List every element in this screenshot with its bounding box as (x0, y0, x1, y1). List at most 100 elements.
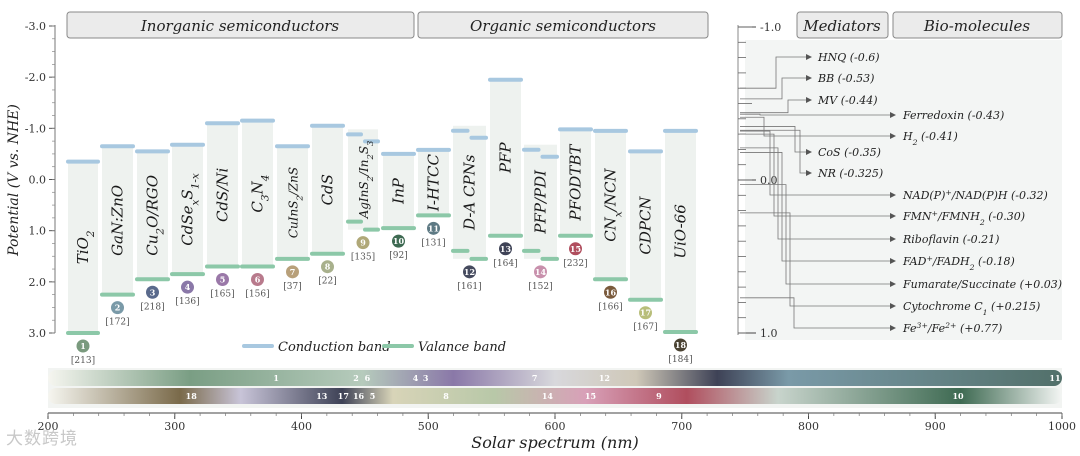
material-number-badge (146, 285, 159, 299)
bandgap-rect (137, 151, 168, 280)
material-name: CdSexS1-x (179, 173, 202, 246)
header-organic: Organic semiconductors (417, 11, 709, 39)
bandgap-rect (207, 123, 238, 267)
material-5: CdS/Ni 5 [165] (205, 121, 240, 299)
right-tick-label: 1.0 (760, 327, 778, 340)
x-tick-label: 600 (545, 420, 566, 433)
material-number: 13 (500, 244, 512, 254)
material-number: 11 (428, 223, 439, 233)
y-tick-label: -3.0 (25, 20, 46, 33)
bandgap-rect (312, 125, 343, 254)
biomolecule-item: H2 (-0.41) (740, 116, 958, 147)
mediator-label: NR (-0.325) (817, 167, 883, 180)
x-tick-label: 200 (38, 420, 59, 433)
bandgap-rect (560, 129, 591, 236)
biomolecule-connector (740, 130, 890, 196)
material-8: CdS 8 [22] (310, 123, 345, 287)
x-tick-label: 700 (671, 420, 692, 433)
biomolecule-connector (740, 297, 890, 329)
y-tick-label: 1.0 (29, 225, 47, 238)
material-number-badge (463, 265, 476, 279)
material-name: PFP (497, 142, 515, 175)
biomolecule-label: Cytochrome C1 (+0.215) (903, 300, 1040, 317)
material-number: 15 (570, 244, 581, 254)
material-name: UiO-66 (672, 204, 690, 259)
bandgap-rect (68, 161, 98, 334)
header-mediators-label: Mediators (802, 17, 881, 35)
material-13: PFP 13 [164] (488, 77, 523, 269)
mediator-label: MV (-0.44) (817, 94, 878, 107)
material-ref: [166] (598, 302, 622, 312)
spectrum-strip-2 (48, 388, 1062, 404)
material-3: Cu2O/RGO 3 [218] (135, 149, 170, 312)
bandgap-rect (630, 151, 661, 300)
material-number: 12 (464, 267, 475, 277)
bandgap-rect (277, 146, 308, 259)
material-6: C3N4 6 [156] (240, 118, 275, 299)
material-ref: [164] (493, 259, 517, 269)
header-inorganic: Inorganic semiconductors (66, 11, 415, 39)
material-name: CdS (319, 174, 337, 205)
material-ref: [135] (351, 253, 375, 263)
bandgap-rect (172, 144, 203, 275)
bandgap-rect (348, 129, 378, 230)
spectrum-marker: 16 (353, 391, 365, 401)
y-tick-label: -1.0 (25, 122, 46, 135)
spectrum-marker: 10 (952, 391, 964, 401)
material-name: C3N4 (249, 175, 272, 213)
x-tick-label: 500 (418, 420, 439, 433)
material-number-badge (604, 285, 617, 299)
header-organic-label: Organic semiconductors (470, 17, 656, 35)
material-ref: [92] (389, 251, 407, 261)
biomolecule-item: Fumarate/Succinate (+0.03) (740, 184, 1062, 291)
material-name: GaN:ZnO (109, 185, 127, 256)
header-biomolecules: Bio-molecules (892, 11, 1063, 39)
legend-vb-label: Valance band (418, 340, 506, 355)
material-14: PFP/PDI 14 [152] (522, 144, 559, 292)
material-name: CuInS2/ZnS (287, 167, 305, 238)
material-number: 1 (80, 341, 86, 351)
biomolecule-connector (740, 113, 890, 116)
bandgap-rect (242, 120, 273, 267)
biomolecule-connector (740, 147, 890, 240)
y-tick-label: -2.0 (25, 71, 46, 84)
y-tick-label: 0.0 (29, 174, 47, 187)
material-9: AgInS2/In2S3 9 [135] (346, 129, 380, 263)
biomolecule-item: Ferredoxin (-0.43) (740, 109, 1004, 122)
material-ref: [184] (668, 355, 692, 365)
mediator-connector (740, 56, 806, 89)
material-17: CDPCN 17 [167] (628, 149, 663, 333)
y-axis-label: Potential (V vs. NHE) (6, 104, 22, 257)
arrow-icon (890, 325, 896, 331)
material-number-badge (321, 260, 334, 274)
material-ref: [136] (175, 297, 199, 307)
bandgap-rect (490, 79, 521, 236)
material-bars: TiO2 1 [213] GaN:ZnO 2 [172] Cu2O/RGO 3 [218] CdS… (66, 77, 698, 366)
arrow-icon (806, 75, 812, 81)
material-15: PFODTBT 15 [232] (558, 127, 593, 269)
biomolecule-item: Fe3+/Fe2+ (+0.77) (740, 297, 1002, 335)
biomolecule-label: NAD(P)+/NAD(P)H (-0.32) (902, 188, 1048, 203)
material-number: 9 (360, 238, 366, 248)
biomolecule-item: FAD+/FADH2 (-0.18) (740, 152, 1015, 272)
arrow-icon (806, 149, 812, 155)
material-number-badge (181, 280, 194, 294)
material-number-badge (499, 242, 512, 256)
material-11: I-HTCC 11 [131] (416, 147, 451, 248)
bandgap-rect (595, 130, 626, 280)
spectrum-marker: 15 (585, 391, 596, 401)
spectrum-marker: 18 (186, 391, 198, 401)
arrow-icon (890, 236, 896, 242)
material-number-badge (356, 236, 370, 250)
material-number-badge (251, 272, 264, 286)
material-name: Cu2O/RGO (144, 175, 167, 256)
material-ref: [167] (633, 323, 657, 333)
material-name: CNx/NCN (602, 168, 625, 242)
x-axis-label: Solar spectrum (nm) (471, 433, 638, 452)
bandgap-rect (418, 149, 449, 216)
material-number-badge (427, 221, 440, 235)
spectrum-marker: 1 (273, 373, 279, 383)
mediator-connector (740, 129, 806, 174)
spectrum-marker: 12 (599, 373, 610, 383)
material-2: GaN:ZnO 2 [172] (100, 144, 135, 328)
